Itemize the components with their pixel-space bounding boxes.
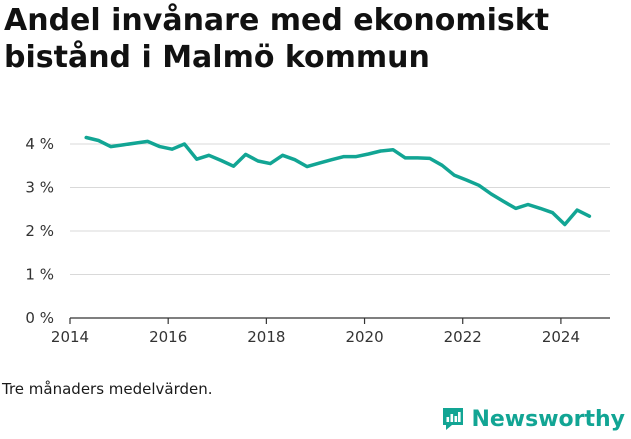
x-tick-label: 2018: [247, 328, 285, 346]
x-tick-label: 2024: [542, 328, 580, 346]
y-tick-label: 3 %: [25, 179, 54, 197]
x-tick-label: 2014: [51, 328, 89, 346]
footnote: Tre månaders medelvärden.: [2, 380, 213, 398]
x-tick-label: 2016: [149, 328, 187, 346]
chart-title: Andel invånare med ekonomiskt bistånd i …: [4, 3, 550, 75]
grid-lines: [70, 143, 610, 275]
y-tick-label: 0 %: [25, 309, 54, 327]
series-layer: [84, 135, 592, 227]
axes: [69, 317, 610, 324]
tick-labels: 0 % 1 % 2 % 3 % 4 % 2014 2016 2018 2020 2022 2024: [25, 135, 580, 346]
x-tick-label: 2020: [345, 328, 383, 346]
y-tick-label: 4 %: [25, 135, 54, 153]
brand-logo-group: Newsworthy: [441, 406, 625, 432]
x-tick-label: 2022: [444, 328, 482, 346]
y-tick-label: 1 %: [25, 266, 54, 284]
brand-name: Newsworthy: [471, 406, 625, 432]
newsworthy-logo-icon: [443, 408, 464, 430]
series-line: [84, 135, 592, 227]
y-tick-label: 2 %: [25, 222, 54, 240]
